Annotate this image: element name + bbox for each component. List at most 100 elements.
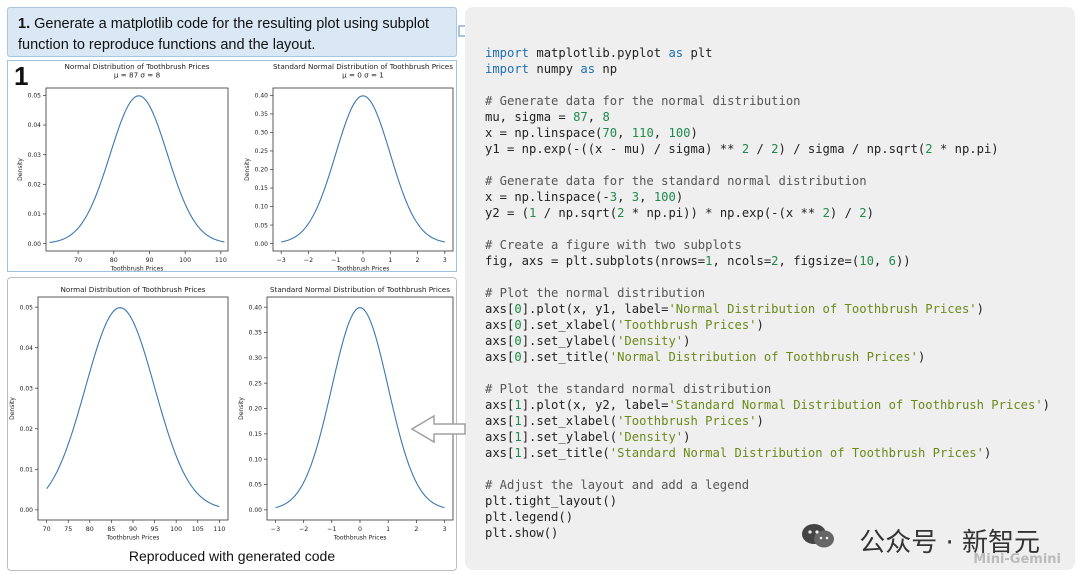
- code-line: axs[0].set_xlabel('Toothbrush Prices'): [485, 317, 1050, 333]
- code-token: ].plot(x, y1, label=: [521, 302, 669, 316]
- code-token: # Plot the standard normal distribution: [485, 382, 772, 396]
- code-token: 1: [514, 446, 522, 460]
- code-token: x = np.linspace(: [485, 126, 603, 140]
- y-tick-label: 0.10: [249, 456, 263, 463]
- y-tick-label: 0.03: [20, 385, 34, 392]
- chart-title: Standard Normal Distribution of Toothbru…: [270, 285, 450, 294]
- y-axis-label: Density: [244, 158, 251, 181]
- y-tick-label: 0.00: [255, 241, 269, 248]
- chart-original-normal: Normal Distribution of Toothbrush Prices…: [17, 62, 229, 271]
- chart-original-standard-normal: Standard Normal Distribution of Toothbru…: [244, 62, 454, 272]
- x-tick-label: 95: [151, 526, 159, 533]
- code-line: fig, axs = plt.subplots(nrows=1, ncols=2…: [485, 253, 1050, 269]
- code-token: # Generate data for the standard normal …: [485, 174, 867, 188]
- y-tick-label: 0.40: [255, 93, 269, 100]
- watermark-text: 公众号 · 新智元: [859, 528, 1040, 558]
- code-line: axs[1].plot(x, y2, label='Standard Norma…: [485, 397, 1050, 413]
- wechat-icon: [802, 524, 834, 548]
- prompt-number: 1.: [18, 16, 31, 32]
- code-token: plt.legend(): [485, 510, 574, 524]
- code-line: [485, 461, 1050, 477]
- y-axis-label: Density: [17, 158, 24, 181]
- code-line: # Generate data for the normal distribut…: [485, 93, 1050, 109]
- x-tick-label: 105: [192, 526, 204, 533]
- code-token: numpy: [529, 62, 581, 76]
- code-token: axs[: [485, 350, 515, 364]
- code-line: plt.tight_layout(): [485, 493, 1050, 509]
- code-token: ].set_xlabel(: [521, 414, 618, 428]
- code-token: fig, axs = plt.subplots(nrows=: [485, 254, 706, 268]
- code-token: 1: [514, 430, 522, 444]
- chart-title: Normal Distribution of Toothbrush Prices: [65, 62, 210, 71]
- code-token: # Create a figure with two subplots: [485, 238, 742, 252]
- x-tick-label: 1: [386, 526, 390, 533]
- code-token: import: [485, 46, 530, 60]
- prompt-text: Generate a matplotlib code for the resul…: [18, 16, 430, 53]
- x-tick-label: 90: [129, 526, 137, 533]
- code-token: 'Normal Distribution of Toothbrush Price…: [609, 350, 918, 364]
- code-token: plt.tight_layout(): [485, 494, 618, 508]
- x-tick-label: 2: [414, 526, 418, 533]
- code-token: ): [917, 350, 926, 364]
- code-line: axs[1].set_ylabel('Density'): [485, 429, 1050, 445]
- y-tick-label: 0.10: [255, 204, 269, 211]
- code-token: 'Density': [617, 430, 684, 444]
- y-tick-label: 0.02: [20, 426, 34, 433]
- x-tick-label: 0: [358, 526, 362, 533]
- series-line: [49, 95, 225, 244]
- code-line: axs[0].set_title('Normal Distribution of…: [485, 349, 1050, 365]
- code-token: , figsize=(: [778, 254, 860, 268]
- x-tick-label: 3: [443, 257, 447, 264]
- y-tick-label: 0.05: [20, 304, 34, 311]
- y-tick-label: 0.35: [255, 111, 269, 118]
- code-token: # Plot the normal distribution: [485, 286, 706, 300]
- code-token: axs[: [485, 302, 515, 316]
- code-line: y2 = (1 / np.sqrt(2 * np.pi)) * np.exp(-…: [485, 205, 1050, 221]
- x-axis-label: Toothbrush Prices: [336, 266, 390, 272]
- code-line: plt.show(): [485, 525, 1050, 541]
- code-line: # Create a figure with two subplots: [485, 237, 1050, 253]
- example-badge: 1: [14, 61, 29, 91]
- x-tick-label: −2: [299, 526, 308, 533]
- code-line: # Plot the standard normal distribution: [485, 381, 1050, 397]
- code-token: axs[: [485, 414, 515, 428]
- code-line: # Adjust the layout and add a legend: [485, 477, 1050, 493]
- x-tick-label: 70: [74, 257, 82, 264]
- code-token: 1: [529, 206, 537, 220]
- y-tick-label: 0.03: [28, 152, 42, 159]
- x-tick-label: 2: [416, 257, 420, 264]
- x-axis-label: Toothbrush Prices: [333, 535, 387, 542]
- code-token: ): [690, 126, 698, 140]
- plot-frame: [45, 87, 229, 252]
- code-token: 1: [705, 254, 713, 268]
- code-token: 8: [602, 110, 610, 124]
- code-token: ].set_title(: [521, 350, 610, 364]
- code-token: axs[: [485, 398, 515, 412]
- code-line: [485, 77, 1050, 93]
- code-token: ): [976, 302, 984, 316]
- code-token: ): [1042, 398, 1051, 412]
- x-tick-label: −3: [271, 526, 280, 533]
- code-token: 100: [668, 126, 691, 140]
- y-tick-label: 0.04: [28, 122, 42, 129]
- code-token: as: [580, 62, 596, 76]
- code-token: np: [595, 62, 618, 76]
- code-token: , ncols=: [712, 254, 772, 268]
- x-tick-label: 90: [145, 257, 153, 264]
- code-token: ): [675, 190, 684, 204]
- code-token: axs[: [485, 334, 515, 348]
- code-token: 6: [888, 254, 896, 268]
- x-tick-label: 70: [43, 526, 51, 533]
- code-token: 3: [609, 190, 618, 204]
- y-tick-label: 0.04: [20, 345, 34, 352]
- y-tick-label: 0.00: [20, 507, 34, 514]
- code-token: plt: [683, 46, 713, 60]
- code-line: [485, 157, 1050, 173]
- code-token: ].set_xlabel(: [521, 318, 618, 332]
- plot-frame: [266, 296, 454, 521]
- code-line: mu, sigma = 87, 8: [485, 109, 1050, 125]
- code-token: ): [756, 318, 764, 332]
- watermark-sub: Mini-Gemini: [973, 552, 1061, 567]
- y-tick-label: 0.25: [255, 148, 269, 155]
- code-token: 1: [514, 398, 522, 412]
